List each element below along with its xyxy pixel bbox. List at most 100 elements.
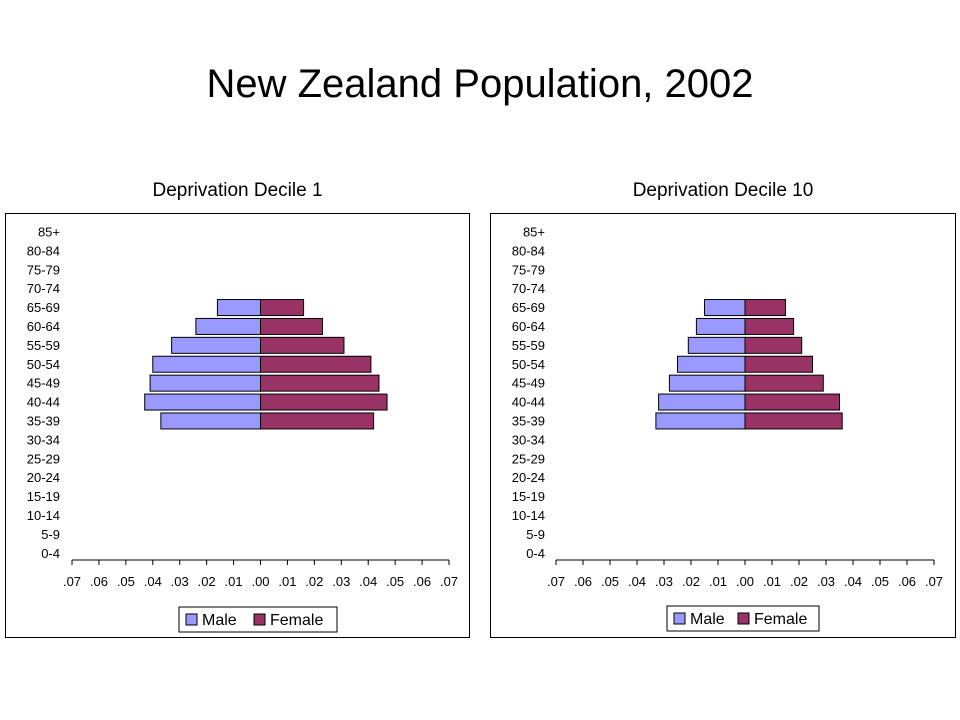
age-group-label: 80-84 bbox=[512, 243, 545, 258]
age-group-label: 5-9 bbox=[41, 527, 60, 542]
x-tick-label: .05 bbox=[117, 574, 135, 589]
age-group-label: 5-9 bbox=[526, 527, 545, 542]
legend-male-swatch bbox=[185, 613, 198, 626]
legend-female-label: Female bbox=[270, 612, 323, 629]
x-tick-label: .03 bbox=[817, 574, 835, 589]
legend-male-label: Male bbox=[690, 611, 725, 628]
male-bar bbox=[195, 317, 261, 335]
age-group-label: 75-79 bbox=[27, 262, 60, 277]
male-bar bbox=[677, 355, 746, 373]
male-bar bbox=[160, 412, 261, 430]
population-pyramid-decile-10: 85+ 80-84 75-79 70-74 65-69 60-64 55-59 50-54 45… bbox=[490, 213, 956, 638]
chart-title-decile-1: Deprivation Decile 1 bbox=[152, 180, 323, 201]
male-bar bbox=[216, 299, 262, 317]
legend-female-swatch bbox=[737, 612, 750, 625]
female-bar bbox=[744, 412, 843, 430]
age-group-label: 30-34 bbox=[27, 432, 60, 447]
female-bar bbox=[744, 317, 795, 335]
female-bar bbox=[260, 374, 380, 392]
x-tick-label: .03 bbox=[171, 574, 189, 589]
female-bar bbox=[260, 336, 345, 354]
pyramid-svg-decile-10: 85+ 80-84 75-79 70-74 65-69 60-64 55-59 50-54 45… bbox=[512, 224, 943, 632]
x-tick-label: .01 bbox=[225, 574, 243, 589]
male-bar bbox=[687, 336, 746, 354]
x-tick-label: .04 bbox=[628, 574, 646, 589]
x-tick-label: .02 bbox=[790, 574, 808, 589]
x-tick-label: .07 bbox=[547, 574, 565, 589]
age-group-label: 55-59 bbox=[512, 338, 545, 353]
male-bar bbox=[149, 374, 261, 392]
age-group-label: 55-59 bbox=[27, 338, 60, 353]
age-group-label: 80-84 bbox=[27, 243, 60, 258]
female-bar bbox=[260, 317, 323, 335]
legend: Male Female bbox=[178, 606, 338, 633]
male-bar bbox=[695, 317, 746, 335]
x-tick-label: .04 bbox=[844, 574, 862, 589]
female-bar bbox=[744, 374, 824, 392]
age-group-label: 65-69 bbox=[27, 300, 60, 315]
age-group-label: 35-39 bbox=[512, 413, 545, 428]
legend-male-label: Male bbox=[202, 612, 237, 629]
age-group-label: 30-34 bbox=[512, 432, 545, 447]
age-group-label: 65-69 bbox=[512, 300, 545, 315]
female-bar bbox=[260, 355, 372, 373]
x-tick-label: .01 bbox=[278, 574, 296, 589]
female-bar bbox=[744, 336, 803, 354]
x-tick-label: .07 bbox=[63, 574, 81, 589]
x-tick-label: .07 bbox=[440, 574, 458, 589]
age-group-label: 50-54 bbox=[512, 357, 545, 372]
female-bar bbox=[744, 355, 813, 373]
legend: Male Female bbox=[666, 605, 820, 632]
age-group-label: 60-64 bbox=[512, 319, 545, 334]
x-tick-label: .04 bbox=[144, 574, 162, 589]
age-group-label: 40-44 bbox=[512, 395, 545, 410]
x-tick-label: .05 bbox=[601, 574, 619, 589]
chart-title-decile-10: Deprivation Decile 10 bbox=[632, 180, 814, 201]
age-group-label: 20-24 bbox=[512, 470, 545, 485]
x-tick-label: .05 bbox=[386, 574, 404, 589]
x-tick-label: .03 bbox=[332, 574, 350, 589]
age-group-label: 25-29 bbox=[27, 451, 60, 466]
male-bar bbox=[668, 374, 746, 392]
x-tick-label: .06 bbox=[574, 574, 592, 589]
age-group-label: 10-14 bbox=[27, 508, 60, 523]
x-tick-label: .04 bbox=[359, 574, 377, 589]
x-tick-label: .01 bbox=[763, 574, 781, 589]
page-title: New Zealand Population, 2002 bbox=[206, 62, 754, 106]
x-tick-label: .06 bbox=[90, 574, 108, 589]
x-tick-label: .01 bbox=[709, 574, 727, 589]
age-group-label: 75-79 bbox=[512, 262, 545, 277]
age-group-label: 70-74 bbox=[512, 281, 545, 296]
age-group-label: 50-54 bbox=[27, 357, 60, 372]
male-bar bbox=[152, 355, 262, 373]
age-group-label: 70-74 bbox=[27, 281, 60, 296]
age-group-label: 60-64 bbox=[27, 319, 60, 334]
age-group-label: 45-49 bbox=[27, 376, 60, 391]
age-group-label: 20-24 bbox=[27, 470, 60, 485]
population-pyramid-decile-1: 85+ 80-84 75-79 70-74 65-69 60-64 55-59 50-54 45… bbox=[5, 213, 470, 638]
male-bar bbox=[655, 412, 746, 430]
x-tick-label: .03 bbox=[655, 574, 673, 589]
x-tick-label: .02 bbox=[305, 574, 323, 589]
x-tick-label: .07 bbox=[925, 574, 943, 589]
male-bar bbox=[171, 336, 261, 354]
age-group-label: 15-19 bbox=[512, 489, 545, 504]
x-tick-label: .02 bbox=[682, 574, 700, 589]
x-tick-label: .00 bbox=[736, 574, 754, 589]
age-group-label: 0-4 bbox=[41, 546, 60, 561]
x-tick-label: .02 bbox=[198, 574, 216, 589]
legend-female-swatch bbox=[253, 613, 266, 626]
male-bar bbox=[704, 299, 746, 317]
age-group-label: 0-4 bbox=[526, 546, 545, 561]
age-group-label: 85+ bbox=[523, 224, 545, 239]
age-group-label: 25-29 bbox=[512, 451, 545, 466]
x-tick-label: .05 bbox=[871, 574, 889, 589]
age-group-label: 45-49 bbox=[512, 376, 545, 391]
female-bar bbox=[260, 393, 388, 411]
x-tick-label: .00 bbox=[251, 574, 269, 589]
legend-male-swatch bbox=[673, 612, 686, 625]
age-group-label: 85+ bbox=[38, 224, 60, 239]
x-tick-label: .06 bbox=[898, 574, 916, 589]
legend-female-label: Female bbox=[754, 611, 807, 628]
male-bar bbox=[658, 393, 746, 411]
